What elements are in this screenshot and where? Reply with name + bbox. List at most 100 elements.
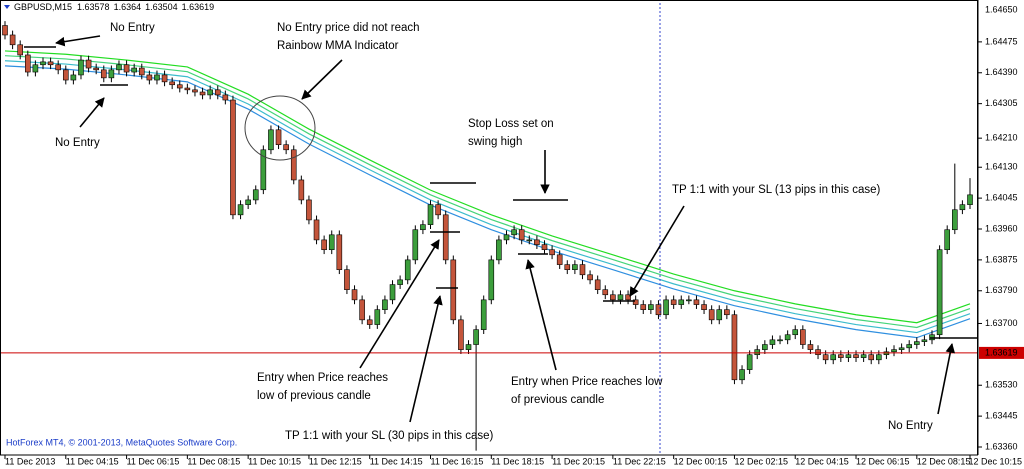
high-value: 1.6364 xyxy=(114,2,142,12)
candle-body xyxy=(815,349,821,356)
candle-body xyxy=(830,354,837,361)
candle-body xyxy=(959,204,966,211)
candle xyxy=(207,85,213,100)
plot-area xyxy=(0,21,978,451)
candle xyxy=(526,235,533,245)
candle xyxy=(442,210,449,265)
candle-body xyxy=(40,61,46,66)
candle xyxy=(47,57,54,70)
candle-body xyxy=(138,67,145,76)
candle xyxy=(670,295,677,309)
candle xyxy=(503,230,510,245)
candle-body xyxy=(32,64,39,73)
candle-body xyxy=(914,341,920,345)
candle xyxy=(678,295,685,309)
candle-body xyxy=(822,354,829,361)
y-tick-label: 1.63530 xyxy=(985,380,1018,390)
candle-body xyxy=(739,369,745,381)
candle xyxy=(404,255,411,285)
candle-body xyxy=(731,314,738,381)
x-tick-label: 12 Dec 06:15 xyxy=(856,456,910,466)
candle xyxy=(458,315,464,354)
candle xyxy=(936,245,943,340)
x-tick-label: 11 Dec 20:15 xyxy=(552,456,605,466)
x-tick-label: 11 Dec 10:15 xyxy=(248,456,301,466)
x-tick-label: 11 Dec 22:15 xyxy=(613,456,666,466)
candle xyxy=(511,225,517,240)
candle xyxy=(594,275,601,295)
candle-body xyxy=(564,264,571,270)
candle-body xyxy=(62,69,69,81)
x-tick-label: 11 Dec 16:15 xyxy=(431,456,484,466)
candle xyxy=(336,230,343,275)
candle xyxy=(572,260,578,275)
candle xyxy=(587,270,593,285)
candle xyxy=(845,350,852,362)
candle-body xyxy=(450,259,457,321)
candle xyxy=(769,335,776,349)
arrow xyxy=(525,259,557,371)
candle xyxy=(389,280,396,305)
candle-body xyxy=(237,204,244,216)
candle-body xyxy=(442,214,449,261)
candle-body xyxy=(526,239,533,242)
candle xyxy=(648,300,654,315)
candle-body xyxy=(853,354,859,358)
candle xyxy=(807,340,814,354)
x-tick-label: 12 Dec 10:15 xyxy=(968,456,1022,466)
candle-body xyxy=(602,289,609,296)
arrow xyxy=(301,59,343,100)
candle-body xyxy=(708,309,715,321)
candle xyxy=(739,365,745,385)
candle xyxy=(762,340,768,354)
candle-body xyxy=(792,329,799,336)
candle-body xyxy=(351,289,358,301)
candle-body xyxy=(100,69,107,79)
candle xyxy=(328,230,335,255)
candle-body xyxy=(648,304,654,310)
candle-body xyxy=(9,34,16,46)
candle-body xyxy=(366,319,373,325)
candle-body xyxy=(769,339,776,345)
candle xyxy=(321,235,327,255)
candle-body xyxy=(412,229,419,261)
candle-body xyxy=(214,89,221,96)
candle xyxy=(374,305,381,329)
candle-body xyxy=(724,309,730,316)
candle-body xyxy=(936,249,943,336)
candle xyxy=(663,295,669,320)
candle-body xyxy=(655,304,662,316)
candle xyxy=(625,290,631,305)
candle xyxy=(290,145,297,185)
candle xyxy=(344,265,350,295)
candle xyxy=(17,40,23,60)
candle-body xyxy=(686,299,692,302)
candle xyxy=(602,285,609,300)
candle xyxy=(230,95,236,220)
candle-body xyxy=(85,59,92,69)
candle-body xyxy=(868,354,875,361)
candle-body xyxy=(579,264,586,276)
candle-body xyxy=(131,67,137,73)
candle xyxy=(473,325,479,451)
close-value: 1.63619 xyxy=(182,2,215,12)
annotation: No Entry xyxy=(55,137,100,149)
annotation: Rainbow MMA Indicator xyxy=(277,40,399,52)
candle xyxy=(784,330,791,345)
candle-body xyxy=(108,69,115,79)
candle xyxy=(556,250,563,269)
candle xyxy=(724,305,730,320)
candle-body xyxy=(511,229,517,236)
candle-body xyxy=(967,194,973,205)
candle-body xyxy=(549,249,555,256)
x-tick-label: 11 Dec 08:15 xyxy=(187,456,240,466)
candle xyxy=(549,245,555,260)
current-price-box xyxy=(979,346,1024,359)
candle xyxy=(199,87,206,100)
candle-body xyxy=(503,234,510,241)
candle-body xyxy=(670,299,677,305)
candle xyxy=(518,225,525,245)
y-tick-label: 1.63960 xyxy=(985,223,1018,233)
symbol-icon xyxy=(4,5,10,9)
